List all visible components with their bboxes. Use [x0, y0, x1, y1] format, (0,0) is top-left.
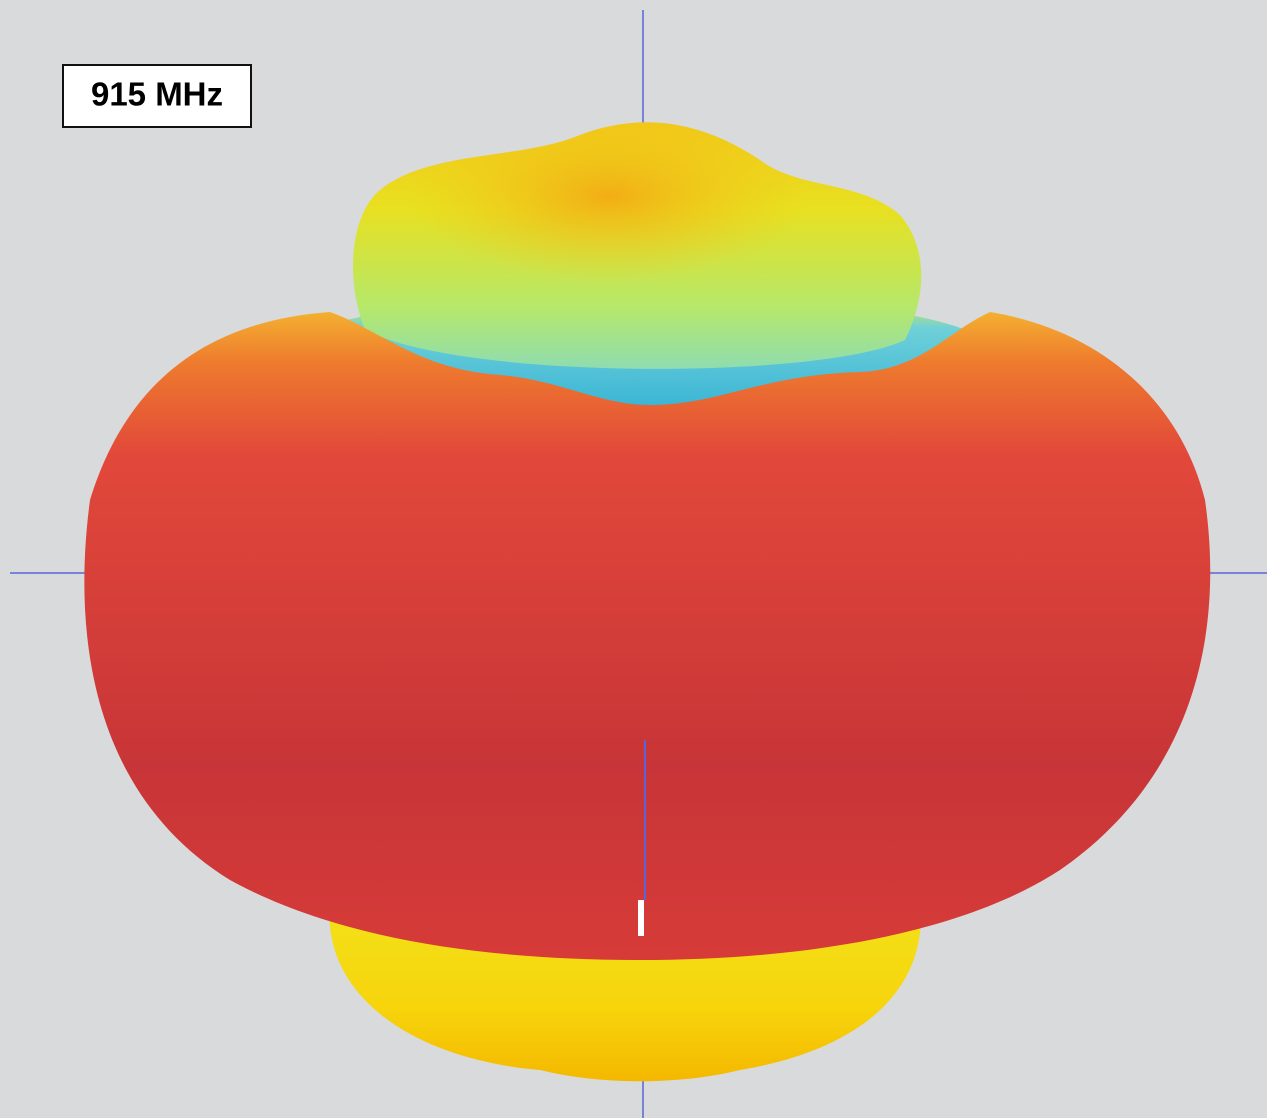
feed-marker	[638, 900, 644, 936]
label-box	[62, 64, 252, 128]
upper-lobe-shade	[353, 122, 922, 369]
frequency-label: 915 MHz	[91, 76, 223, 113]
main-lobe	[84, 312, 1211, 960]
